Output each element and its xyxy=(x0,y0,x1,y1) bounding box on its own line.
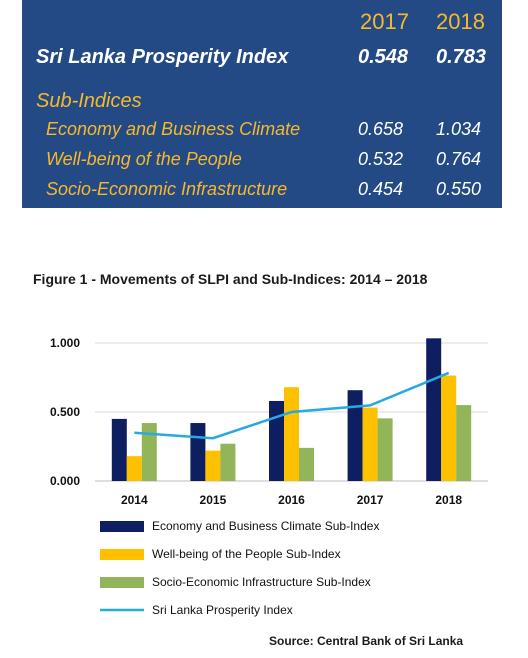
economy-2017-value: 0.658 xyxy=(358,119,404,139)
legend-label: Economy and Business Climate Sub-Index xyxy=(152,519,379,533)
bar xyxy=(299,447,314,481)
bar xyxy=(441,375,457,481)
sub-indices-heading: Sub-Indices xyxy=(36,90,142,112)
infrastructure-2017-value: 0.454 xyxy=(358,179,404,199)
infrastructure-2018-value: 0.550 xyxy=(436,179,482,199)
figure-caption: Figure 1 - Movements of SLPI and Sub-Ind… xyxy=(33,271,428,287)
bar xyxy=(111,418,127,481)
legend-label: Well-being of the People Sub-Index xyxy=(152,547,341,561)
year-2018-header: 2018 xyxy=(436,9,485,34)
row-label-infrastructure: Socio-Economic Infrastructure xyxy=(46,179,288,199)
legend-label: Sri Lanka Prosperity Index xyxy=(152,603,293,617)
bar xyxy=(456,405,472,481)
x-tick-label: 2014 xyxy=(121,493,148,507)
slpi-title: Sri Lanka Prosperity Index xyxy=(36,46,289,68)
y-tick-label: 1.000 xyxy=(50,336,80,350)
bar xyxy=(205,450,221,481)
wellbeing-2018-value: 0.764 xyxy=(436,149,482,169)
bar xyxy=(284,387,299,481)
chart: 0.000 0.500 1.000 2014 2015 2016 2017 2018 Econo… xyxy=(50,336,488,617)
bar xyxy=(190,423,206,481)
bar xyxy=(141,423,157,481)
x-tick-label: 2016 xyxy=(278,493,305,507)
source-note: Source: Central Bank of Sri Lanka xyxy=(269,634,464,648)
legend-swatch xyxy=(100,521,144,532)
bar xyxy=(269,400,284,481)
bar xyxy=(126,456,142,481)
y-tick-label: 0.000 xyxy=(50,474,80,488)
wellbeing-2017-value: 0.532 xyxy=(358,149,404,169)
y-tick-label: 0.500 xyxy=(50,405,80,419)
row-label-wellbeing: Well-being of the People xyxy=(46,149,242,169)
row-label-economy: Economy and Business Climate xyxy=(46,119,301,139)
x-tick-label: 2018 xyxy=(435,493,462,507)
slpi-2018-value: 0.783 xyxy=(436,46,487,68)
index-table: 2017 2018 Sri Lanka Prosperity Index 0.5… xyxy=(22,0,502,208)
economy-2018-value: 1.034 xyxy=(436,119,482,139)
bar xyxy=(377,418,393,481)
legend-label: Socio-Economic Infrastructure Sub-Index xyxy=(152,575,371,589)
bar xyxy=(426,338,442,481)
legend-swatch xyxy=(100,577,144,588)
bar xyxy=(220,443,236,481)
bar xyxy=(362,407,378,481)
x-tick-label: 2017 xyxy=(357,493,384,507)
legend-swatch xyxy=(100,549,144,560)
slpi-2017-value: 0.548 xyxy=(358,46,409,68)
bar xyxy=(347,390,363,481)
x-tick-label: 2015 xyxy=(200,493,227,507)
year-2017-header: 2017 xyxy=(360,9,409,34)
